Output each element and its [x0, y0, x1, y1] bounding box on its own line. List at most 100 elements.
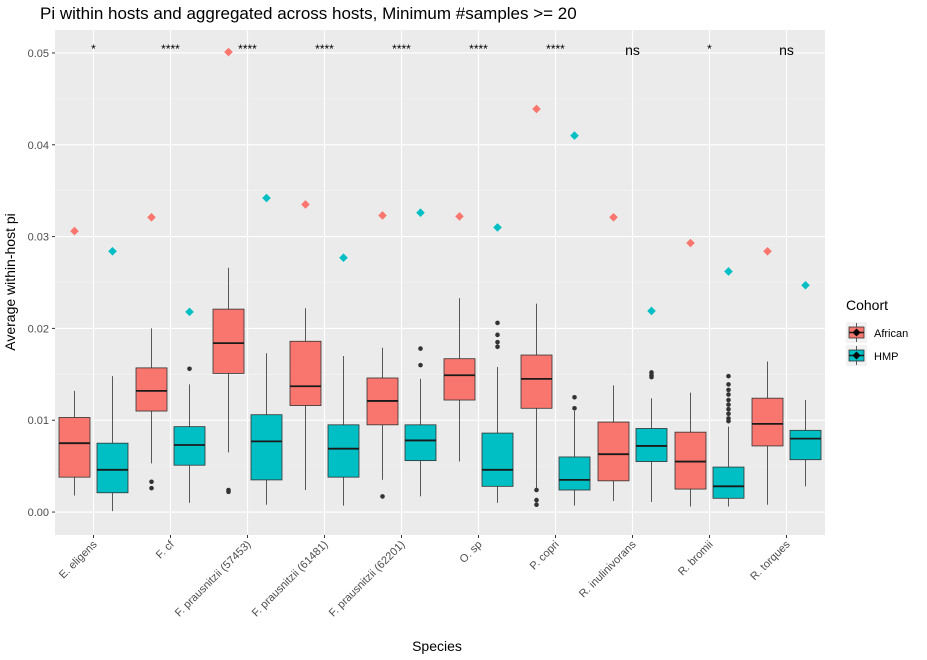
grid-lines [55, 30, 825, 535]
aggregated-point [532, 104, 541, 114]
x-tick-label: F. prausnitzii (57453) [173, 539, 254, 620]
box-group [289, 200, 322, 491]
legend-item: African [846, 322, 908, 343]
box [327, 424, 360, 478]
aggregated-point [339, 253, 348, 263]
legend-key-diamond [852, 351, 861, 360]
aggregated-point [301, 200, 310, 209]
aggregated-point [724, 267, 733, 276]
box [250, 414, 283, 481]
x-axis-label: Species [412, 638, 462, 654]
x-tick-label: O. sp [458, 539, 485, 566]
box [558, 456, 591, 491]
chart-title: Pi within hosts and aggregated across ho… [40, 4, 577, 23]
aggregated-point [455, 212, 464, 221]
box-group [96, 246, 129, 512]
outlier-point [418, 362, 423, 368]
significance-label: ns [779, 42, 794, 58]
y-axis-label: Average within-host pi [2, 213, 18, 350]
legend-title: Cohort [846, 297, 888, 313]
box-group [443, 212, 476, 462]
x-tick-label: R. torques [748, 538, 793, 583]
outlier-point [495, 320, 500, 326]
box [597, 421, 630, 482]
outlier-point [534, 497, 539, 503]
box-group [712, 267, 745, 507]
box [481, 432, 514, 487]
outlier-point [726, 402, 731, 407]
box-group [751, 246, 784, 505]
significance-label: **** [315, 42, 334, 56]
x-tick-label: R. inulinivorans [577, 538, 639, 600]
aggregated-point [647, 306, 656, 316]
aggregated-point [378, 211, 387, 220]
box-group [135, 213, 168, 491]
significance-label: **** [392, 42, 411, 56]
outlier-point [534, 487, 539, 493]
aggregated-point [108, 246, 117, 256]
box [58, 417, 91, 478]
y-tick-label: 0.03 [28, 232, 49, 244]
y-tick-label: 0.04 [28, 140, 49, 152]
box-group [558, 131, 591, 506]
box [443, 358, 476, 401]
aggregated-point [763, 246, 772, 256]
box [135, 367, 168, 412]
box-group [366, 211, 399, 499]
significance-label: **** [161, 42, 180, 56]
outlier-point [726, 397, 731, 403]
box-group [58, 226, 91, 496]
outlier-point [380, 494, 385, 499]
x-tick-label: F. prausnitzii (61481) [250, 539, 331, 620]
aggregated-point [147, 213, 156, 222]
box-group [481, 223, 514, 503]
outlier-point [495, 339, 500, 345]
outlier-point [649, 374, 654, 380]
legend-label: African [874, 328, 908, 340]
x-tick-label: F. cf [154, 538, 177, 561]
outlier-point [726, 382, 731, 387]
legend-label: HMP [874, 351, 898, 363]
aggregated-point [262, 193, 271, 203]
x-tick-label: F. prausnitzii (62201) [327, 539, 408, 620]
y-tick-label: 0.00 [28, 507, 49, 519]
significance-label: **** [546, 42, 565, 56]
y-tick-label: 0.01 [28, 415, 49, 427]
legend-item: HMP [846, 345, 898, 366]
box-group [635, 306, 668, 502]
box-group [404, 208, 437, 497]
outlier-point [226, 489, 231, 495]
aggregated-point [185, 307, 194, 317]
outlier-point [495, 344, 500, 350]
box [789, 429, 822, 461]
legend-key-diamond [852, 328, 861, 337]
box-group [173, 307, 206, 503]
outlier-point [572, 394, 577, 400]
significance-label: **** [469, 42, 488, 56]
outlier-point [726, 406, 731, 412]
box [751, 397, 784, 447]
box-group [597, 213, 630, 502]
aggregated-point [70, 226, 79, 236]
significance-label: **** [238, 42, 257, 56]
significance-labels: * **** **** **** **** **** **** ns * ns [91, 42, 794, 58]
aggregated-point [224, 47, 233, 57]
box-group [212, 47, 245, 495]
box [520, 354, 553, 409]
box [212, 308, 245, 374]
box [635, 428, 668, 462]
box-group [327, 253, 360, 506]
outlier-point [534, 502, 539, 508]
box-group [250, 193, 283, 505]
outlier-point [187, 366, 192, 372]
aggregated-point [686, 238, 695, 248]
x-axis: E. eligens F. cfF. prausnitzii (57453)F. … [57, 535, 793, 619]
box [173, 426, 206, 466]
outlier-point [726, 418, 731, 424]
outlier-point [726, 373, 731, 379]
outlier-point [149, 479, 154, 485]
aggregated-point [416, 208, 425, 218]
outlier-point [726, 411, 731, 417]
